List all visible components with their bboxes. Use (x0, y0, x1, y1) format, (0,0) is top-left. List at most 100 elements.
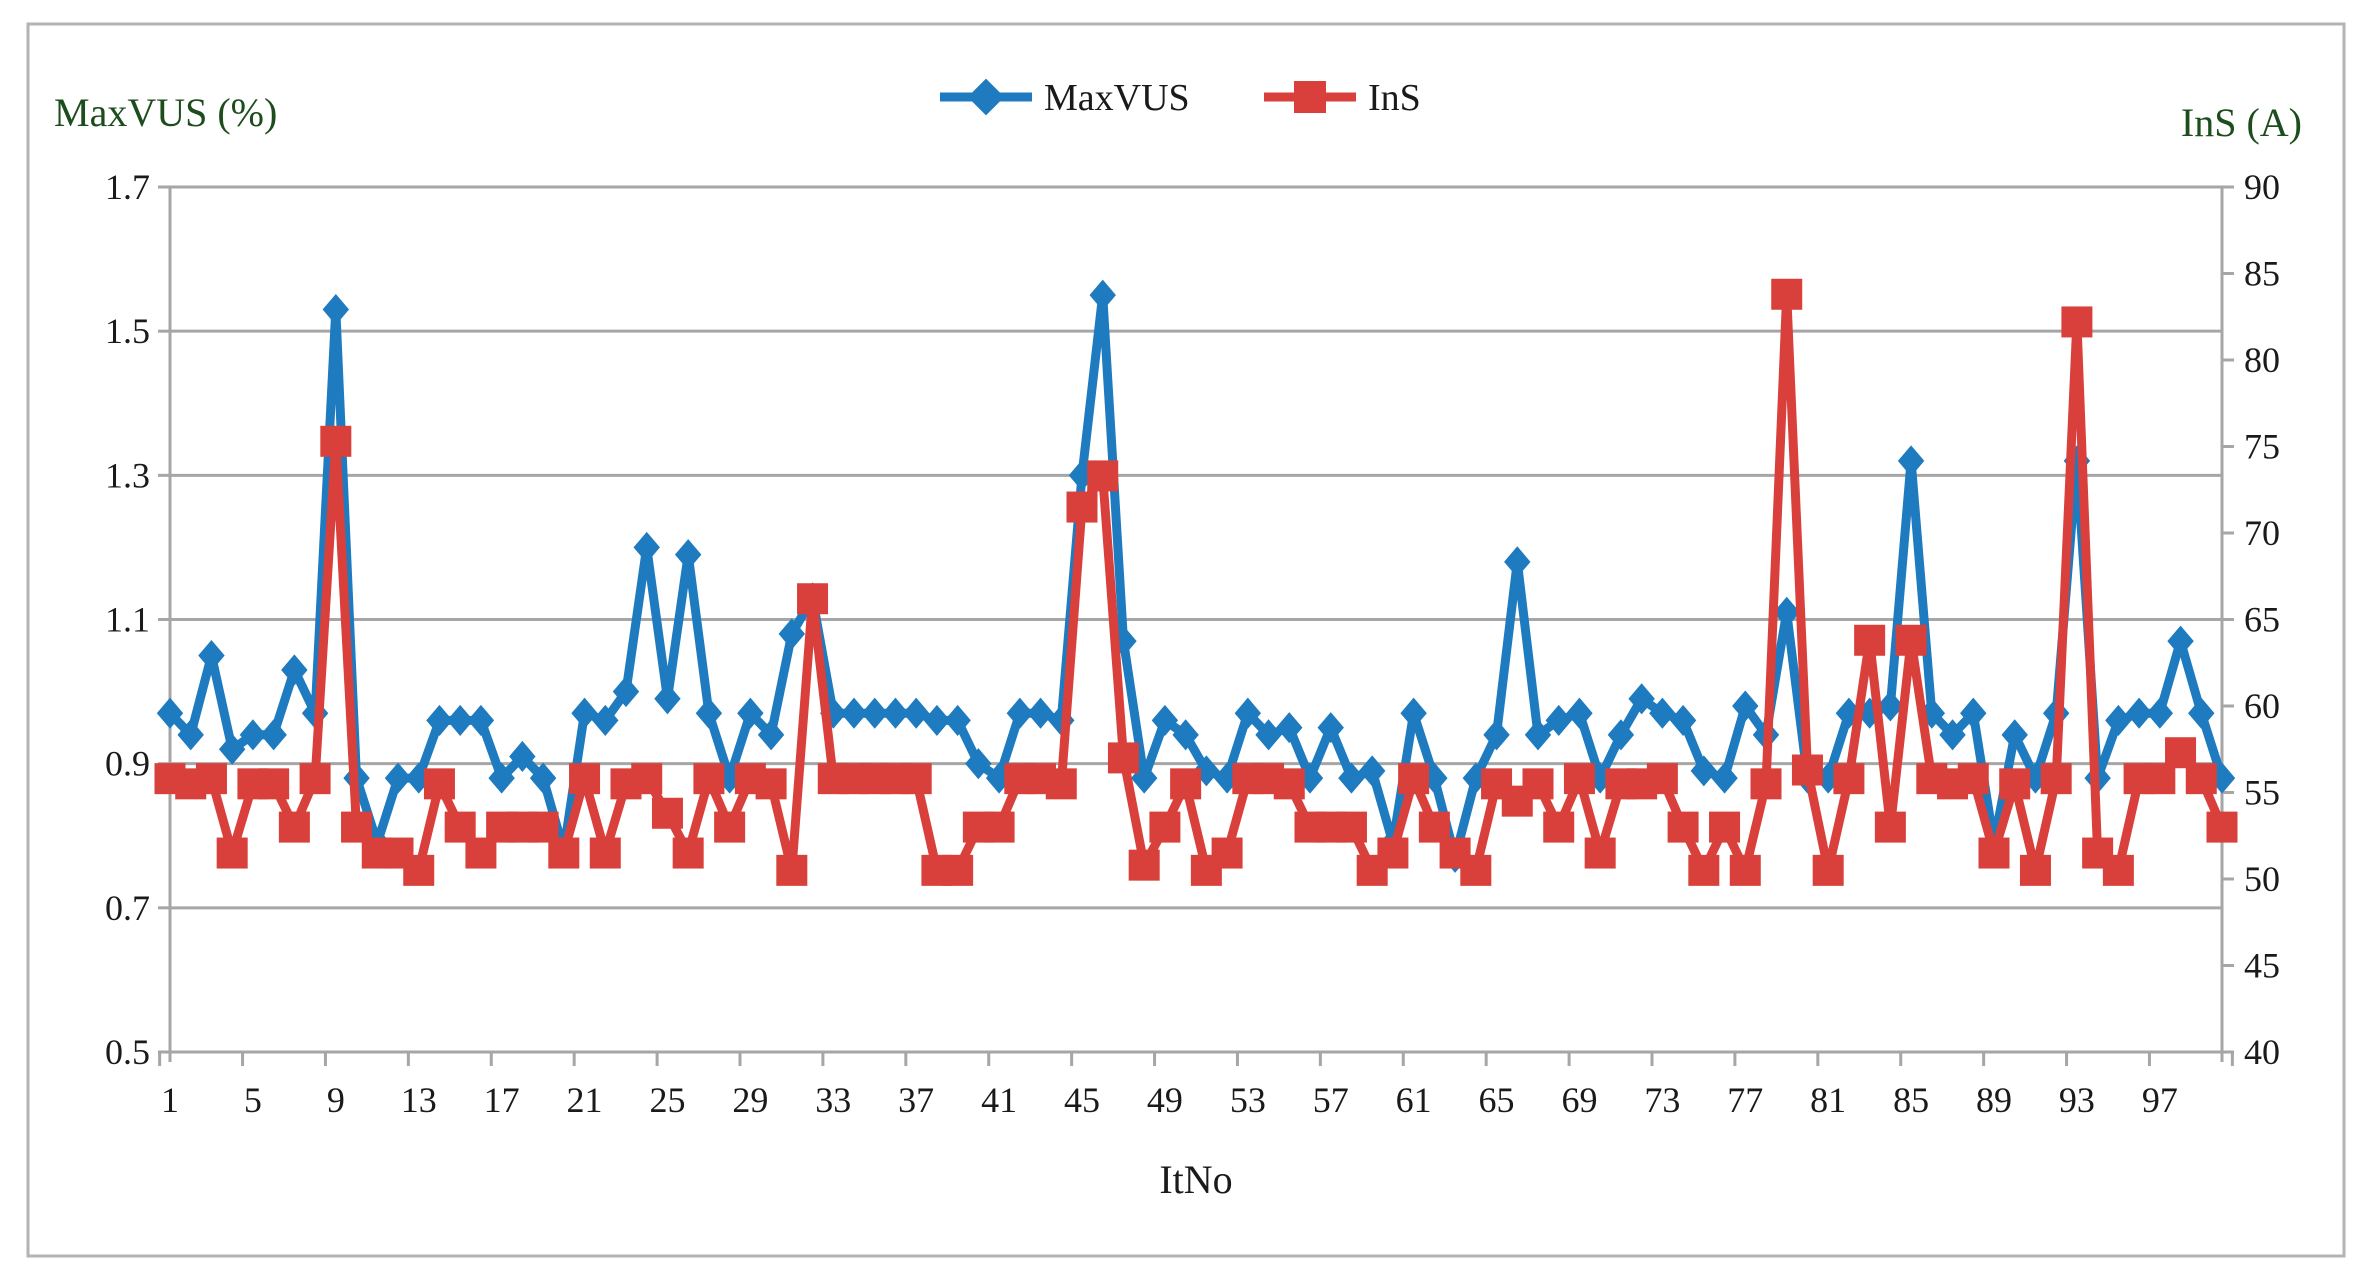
data-point-maxvus (654, 683, 681, 715)
x-axis-tick-label: 85 (1893, 1080, 1929, 1120)
data-point-ins (1273, 768, 1305, 800)
left-axis-tick-label: 1.1 (105, 600, 150, 640)
legend-label-ins: InS (1368, 77, 1421, 119)
right-axis-tick-label: 45 (2244, 946, 2280, 986)
right-axis-tick-label: 75 (2244, 427, 2280, 467)
left-axis-title: MaxVUS (%) (54, 90, 277, 135)
data-point-ins (444, 811, 476, 843)
data-point-maxvus (384, 762, 412, 794)
data-point-maxvus (1939, 719, 1966, 751)
data-point-maxvus (1317, 712, 1344, 744)
right-axis-tick-label: 80 (2244, 340, 2280, 380)
left-axis-tick-label: 0.5 (105, 1032, 150, 1072)
data-point-maxvus (1172, 719, 1199, 751)
x-axis-tick-label: 25 (649, 1080, 685, 1120)
x-axis-tick-label: 69 (1561, 1080, 1597, 1120)
data-point-ins (1709, 811, 1741, 843)
data-point-maxvus (1255, 719, 1282, 751)
data-point-ins (631, 763, 663, 795)
data-point-maxvus (840, 697, 868, 729)
x-axis-tick-label: 37 (898, 1080, 934, 1120)
data-point-maxvus (322, 293, 350, 326)
data-point-maxvus (902, 697, 930, 729)
data-point-ins (1170, 768, 1202, 800)
data-point-maxvus (2146, 697, 2174, 729)
data-point-ins (2061, 306, 2093, 338)
data-point-maxvus (198, 639, 225, 672)
data-point-maxvus (2105, 704, 2132, 736)
legend-swatch-marker-maxvus (967, 78, 1005, 116)
data-point-maxvus (1897, 445, 1925, 477)
data-point-ins (1335, 811, 1367, 843)
x-axis-tick-label: 13 (401, 1080, 437, 1120)
data-point-maxvus (633, 531, 660, 563)
legend: MaxVUS InS (940, 77, 1421, 119)
data-point-maxvus (488, 762, 515, 794)
x-axis-tick-label: 53 (1230, 1080, 1266, 1120)
data-point-ins (942, 854, 974, 886)
left-axis-tick-label: 1.3 (105, 455, 150, 495)
data-point-ins (693, 763, 725, 795)
x-axis-tick-label: 77 (1727, 1080, 1763, 1120)
data-point-maxvus (778, 618, 806, 650)
data-point-maxvus (1358, 755, 1386, 787)
data-point-ins (1128, 849, 1160, 881)
data-point-maxvus (1504, 546, 1531, 578)
data-point-ins (2165, 737, 2197, 769)
data-point-ins (755, 768, 787, 800)
data-point-ins (195, 763, 227, 795)
data-point-ins (2144, 763, 2176, 795)
data-point-maxvus (674, 539, 702, 571)
data-point-ins (983, 811, 1015, 843)
data-point-ins (1812, 854, 1844, 886)
data-point-maxvus (944, 704, 971, 736)
data-point-ins (1584, 837, 1616, 869)
data-point-maxvus (1338, 762, 1365, 794)
data-point-ins (1771, 278, 1803, 310)
data-point-maxvus (446, 704, 474, 736)
data-point-maxvus (592, 704, 619, 736)
data-point-maxvus (260, 719, 287, 751)
data-point-maxvus (1628, 683, 1655, 715)
data-point-ins (403, 854, 435, 886)
data-point-ins (1791, 754, 1823, 786)
data-point-ins (1646, 763, 1678, 795)
data-point-ins (216, 837, 248, 869)
data-point-ins (900, 763, 932, 795)
data-point-ins (1522, 768, 1554, 800)
data-point-ins (2185, 763, 2217, 795)
x-axis-tick-label: 41 (981, 1080, 1017, 1120)
data-point-ins (2102, 854, 2134, 886)
data-point-maxvus (1732, 690, 1759, 722)
data-point-maxvus (1400, 697, 1427, 729)
data-point-ins (1750, 768, 1782, 800)
data-point-ins (589, 837, 621, 869)
data-point-ins (1149, 811, 1181, 843)
data-point-ins (1957, 763, 1989, 795)
x-axis-tick-label: 17 (484, 1080, 520, 1120)
left-axis-tick-label: 1.7 (105, 167, 150, 207)
data-point-ins (1543, 811, 1575, 843)
data-point-ins (1377, 837, 1409, 869)
data-point-maxvus (2125, 697, 2153, 729)
x-axis-tick-label: 33 (815, 1080, 851, 1120)
data-point-maxvus (1711, 762, 1738, 794)
x-axis-tick-label: 45 (1064, 1080, 1100, 1120)
data-point-maxvus (861, 697, 888, 729)
data-point-maxvus (467, 704, 495, 736)
data-point-ins (1667, 811, 1699, 843)
data-point-maxvus (1566, 697, 1593, 729)
data-point-ins (2019, 854, 2051, 886)
data-point-ins (776, 854, 808, 886)
data-point-ins (1874, 811, 1906, 843)
x-axis-tick-label: 1 (161, 1080, 179, 1120)
data-point-maxvus (1006, 697, 1034, 729)
data-point-maxvus (1669, 704, 1697, 736)
data-point-ins (1688, 854, 1720, 886)
legend-swatch-marker-ins (1294, 81, 1326, 113)
data-point-maxvus (529, 762, 557, 794)
data-point-ins (1418, 811, 1450, 843)
data-point-maxvus (177, 719, 204, 751)
